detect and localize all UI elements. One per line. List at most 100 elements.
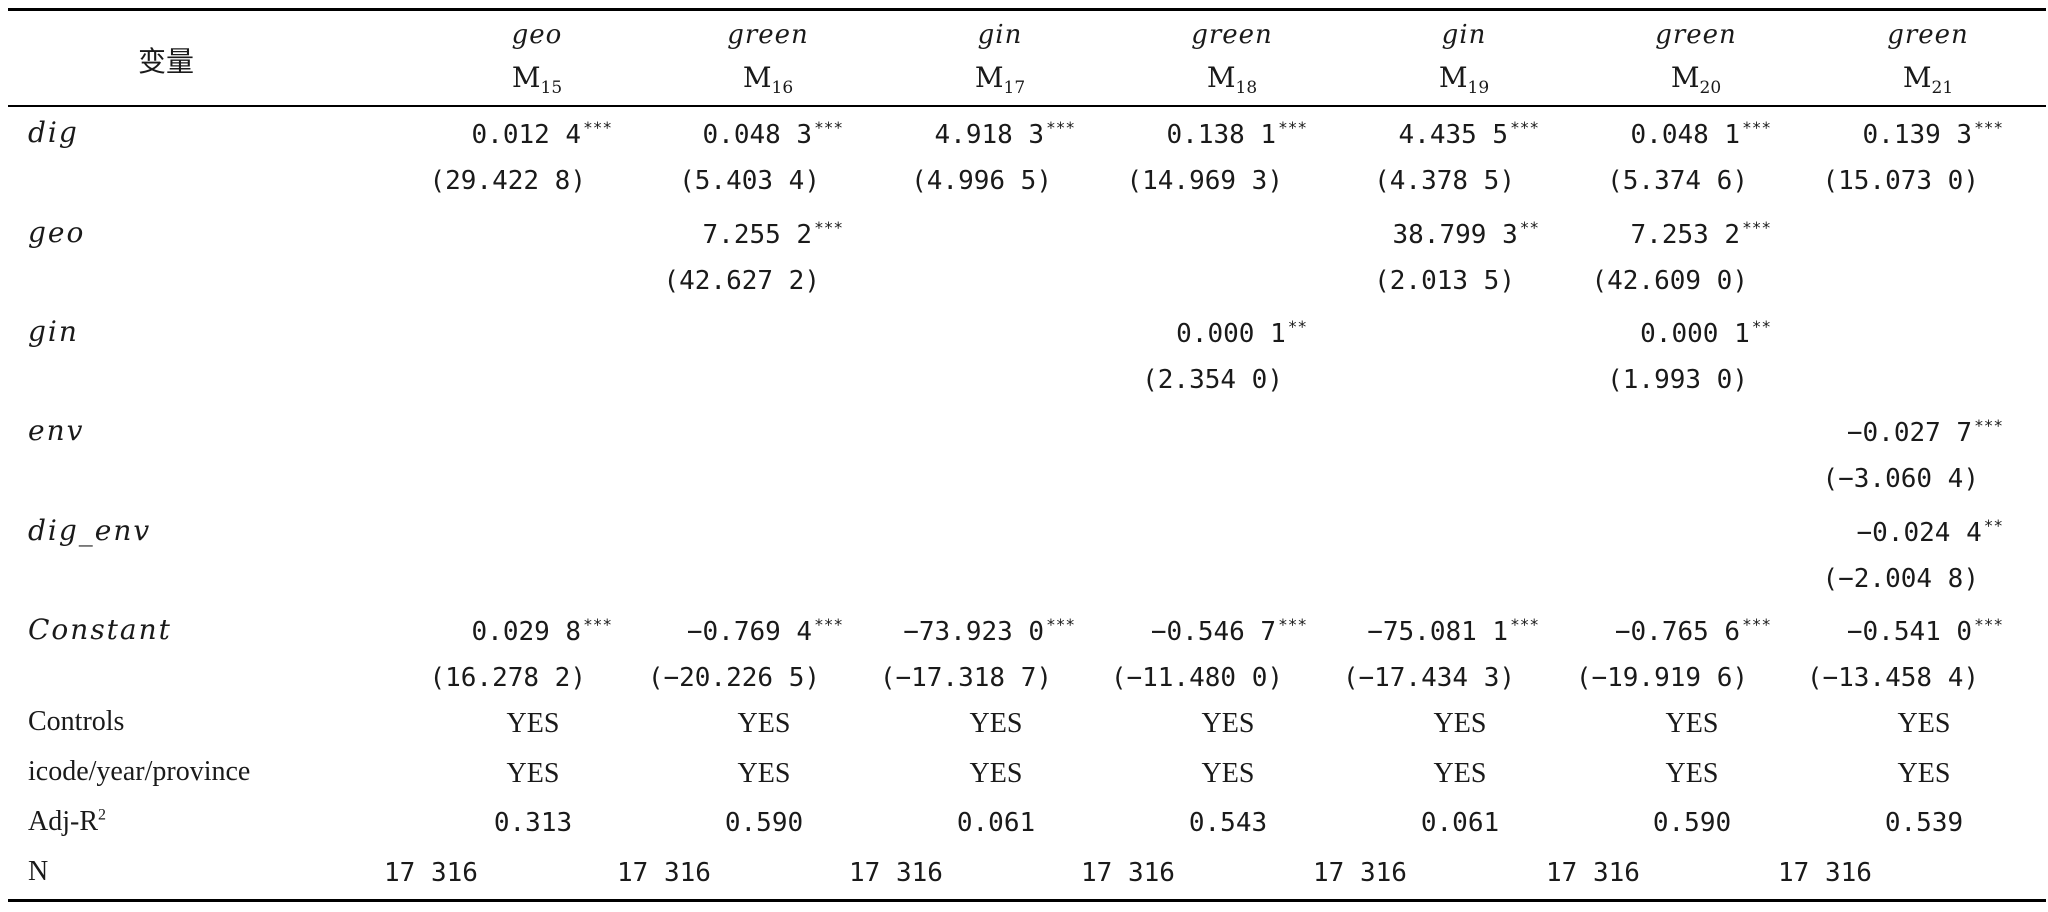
significance-stars: *** <box>1742 218 1771 237</box>
t-statistic-cell: (−20.226 5) <box>647 663 820 693</box>
coefficient-cell: −0.765 6 *** <box>1614 615 1771 647</box>
t-statistic-cell: (29.422 8) <box>429 166 586 196</box>
significance-stars: *** <box>1974 615 2003 634</box>
dependent-variable-label: green <box>1655 20 1737 50</box>
yes-indicator: YES <box>737 758 791 789</box>
significance-stars: ** <box>1519 218 1539 237</box>
t-statistic-cell: (−11.480 0) <box>1110 663 1283 693</box>
observations-value: 17 316 <box>849 858 943 888</box>
yes-indicator: YES <box>1201 708 1255 739</box>
model-label: M18 <box>1206 61 1258 98</box>
significance-stars: ** <box>1287 317 1307 336</box>
row-label-adjr2: Adj-R2 <box>28 806 106 837</box>
header-rule <box>8 105 2046 107</box>
significance-stars: *** <box>1742 118 1771 137</box>
significance-stars: ** <box>1983 516 2003 535</box>
row-label-dig-env: dig_env <box>28 514 152 547</box>
yes-indicator: YES <box>1665 758 1719 789</box>
dependent-variable-label: gin <box>977 20 1023 50</box>
coefficient-cell: −0.541 0 *** <box>1846 615 2003 647</box>
yes-indicator: YES <box>969 758 1023 789</box>
t-statistic-cell: (−17.318 7) <box>879 663 1052 693</box>
adj-r2-value: 0.313 <box>493 808 573 838</box>
coefficient-cell: 38.799 3 ** <box>1392 218 1540 250</box>
adj-r2-value: 0.543 <box>1188 808 1268 838</box>
t-statistic-cell: (2.354 0) <box>1142 365 1283 395</box>
adj-r2-value: 0.590 <box>724 808 804 838</box>
t-statistic-cell: (−17.434 3) <box>1342 663 1515 693</box>
yes-indicator: YES <box>969 708 1023 739</box>
significance-stars: *** <box>814 218 843 237</box>
yes-indicator: YES <box>1897 708 1951 739</box>
observations-value: 17 316 <box>1313 858 1407 888</box>
dependent-variable-label: gin <box>1441 20 1487 50</box>
model-label: M17 <box>974 61 1026 98</box>
significance-stars: ** <box>1751 317 1771 336</box>
coefficient-cell: −73.923 0 *** <box>903 615 1075 647</box>
t-statistic-cell: (5.403 4) <box>679 166 820 196</box>
row-label-gin: gin <box>28 315 79 348</box>
coefficient-cell: −0.546 7 *** <box>1150 615 1307 647</box>
coefficient-cell: 4.918 3 *** <box>934 118 1075 150</box>
row-label-n: N <box>28 856 49 887</box>
adj-r2-value: 0.539 <box>1884 808 1964 838</box>
significance-stars: *** <box>583 118 612 137</box>
coefficient-cell: 0.139 3 *** <box>1862 118 2003 150</box>
t-statistic-cell: (16.278 2) <box>429 663 586 693</box>
t-statistic-cell: (−3.060 4) <box>1822 464 1979 494</box>
coefficient-cell: 4.435 5 *** <box>1398 118 1539 150</box>
model-label: M15 <box>511 61 563 98</box>
dependent-variable-label: green <box>727 20 809 50</box>
coefficient-cell: 0.029 8 *** <box>471 615 612 647</box>
model-label: M16 <box>742 61 794 98</box>
yes-indicator: YES <box>1433 708 1487 739</box>
coefficient-cell: 0.000 1 ** <box>1640 317 1771 349</box>
observations-value: 17 316 <box>1081 858 1175 888</box>
yes-indicator: YES <box>1897 758 1951 789</box>
t-statistic-cell: (1.993 0) <box>1607 365 1748 395</box>
adj-r2-value: 0.061 <box>956 808 1036 838</box>
observations-value: 17 316 <box>617 858 711 888</box>
significance-stars: *** <box>1510 118 1539 137</box>
coefficient-cell: 0.048 3 *** <box>702 118 843 150</box>
adj-r2-value: 0.590 <box>1652 808 1732 838</box>
model-label: M21 <box>1902 61 1954 98</box>
t-statistic-cell: (4.996 5) <box>911 166 1052 196</box>
significance-stars: *** <box>1742 615 1771 634</box>
row-label-controls: Controls <box>28 706 125 737</box>
coefficient-cell: −0.027 7 *** <box>1846 416 2003 448</box>
adj-r2-value: 0.061 <box>1420 808 1500 838</box>
significance-stars: *** <box>814 615 843 634</box>
significance-stars: *** <box>1278 118 1307 137</box>
significance-stars: *** <box>814 118 843 137</box>
coefficient-cell: −0.024 4 ** <box>1856 516 2004 548</box>
row-label-dig: dig <box>28 116 79 149</box>
yes-indicator: YES <box>506 708 560 739</box>
coefficient-cell: −75.081 1 *** <box>1367 615 1539 647</box>
t-statistic-cell: (−19.919 6) <box>1575 663 1748 693</box>
yes-indicator: YES <box>737 708 791 739</box>
significance-stars: *** <box>1046 118 1075 137</box>
t-statistic-cell: (2.013 5) <box>1374 266 1515 296</box>
coefficient-cell: 7.255 2 *** <box>702 218 843 250</box>
significance-stars: *** <box>583 615 612 634</box>
yes-indicator: YES <box>506 758 560 789</box>
significance-stars: *** <box>1974 416 2003 435</box>
observations-value: 17 316 <box>1546 858 1640 888</box>
t-statistic-cell: (42.627 2) <box>663 266 820 296</box>
dependent-variable-label: geo <box>511 20 563 50</box>
model-label: M19 <box>1438 61 1490 98</box>
row-label-geo: geo <box>28 216 86 249</box>
yes-indicator: YES <box>1433 758 1487 789</box>
yes-indicator: YES <box>1201 758 1255 789</box>
coefficient-cell: 0.000 1 ** <box>1176 317 1307 349</box>
observations-value: 17 316 <box>1778 858 1872 888</box>
dependent-variable-label: green <box>1191 20 1273 50</box>
significance-stars: *** <box>1974 118 2003 137</box>
coefficient-cell: 0.012 4 *** <box>471 118 612 150</box>
bottom-rule <box>8 899 2046 902</box>
dependent-variable-label: green <box>1887 20 1969 50</box>
coefficient-cell: 7.253 2 *** <box>1630 218 1771 250</box>
t-statistic-cell: (−2.004 8) <box>1822 564 1979 594</box>
t-statistic-cell: (42.609 0) <box>1591 266 1748 296</box>
